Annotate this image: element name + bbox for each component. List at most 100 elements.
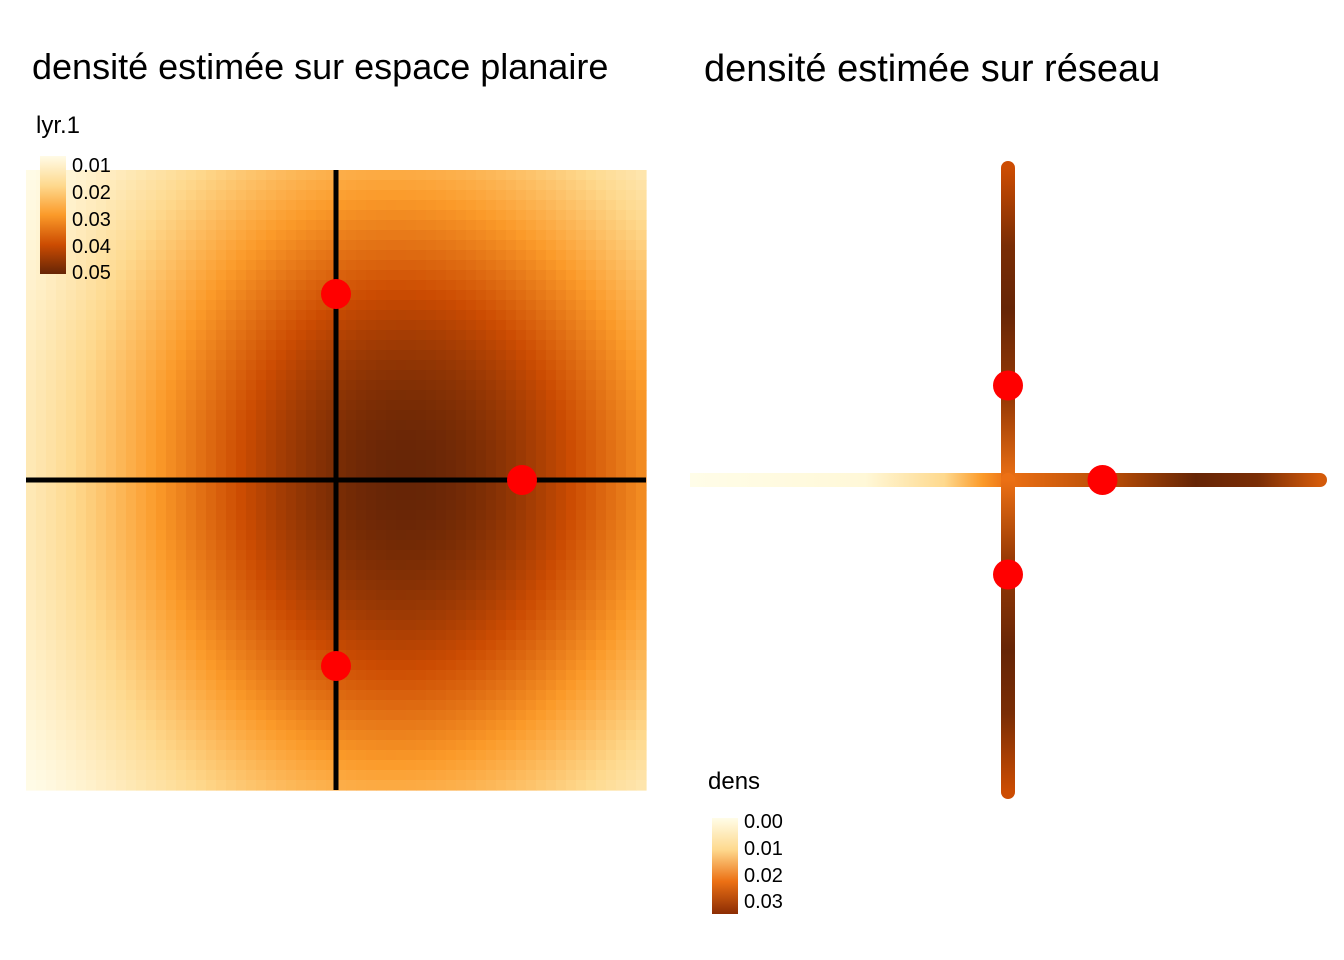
density-cell <box>446 680 457 691</box>
density-cell <box>66 280 77 291</box>
density-cell <box>486 470 497 481</box>
density-cell <box>276 470 287 481</box>
density-cell <box>126 580 137 591</box>
density-cell <box>136 750 147 761</box>
density-cell <box>116 550 127 561</box>
density-cell <box>246 640 257 651</box>
density-cell <box>96 490 107 501</box>
density-cell <box>206 670 217 681</box>
density-cell <box>596 750 607 761</box>
density-cell <box>466 330 477 341</box>
density-cell <box>626 250 637 261</box>
density-cell <box>516 360 527 371</box>
density-cell <box>316 730 327 741</box>
density-cell <box>66 300 77 311</box>
density-cell <box>106 290 117 301</box>
density-cell <box>436 750 447 761</box>
density-cell <box>556 720 567 731</box>
density-cell <box>576 720 587 731</box>
density-cell <box>396 760 407 771</box>
density-cell <box>556 320 567 331</box>
density-cell <box>406 640 417 651</box>
density-cell <box>376 520 387 531</box>
density-cell <box>286 300 297 311</box>
density-cell <box>156 550 167 561</box>
density-cell <box>466 610 477 621</box>
density-cell <box>276 330 287 341</box>
density-cell <box>76 570 87 581</box>
density-cell <box>376 510 387 521</box>
density-cell <box>96 470 107 481</box>
density-cell <box>456 210 467 221</box>
density-cell <box>586 350 597 361</box>
density-cell <box>606 710 617 721</box>
density-cell <box>446 200 457 211</box>
density-cell <box>366 520 377 531</box>
density-cell <box>126 650 137 661</box>
density-cell <box>326 430 337 441</box>
density-cell <box>596 460 607 471</box>
density-cell <box>436 570 447 581</box>
density-cell <box>56 690 67 701</box>
density-cell <box>256 440 267 451</box>
density-cell <box>536 350 547 361</box>
density-cell <box>476 560 487 571</box>
density-cell <box>376 620 387 631</box>
density-cell <box>266 340 277 351</box>
density-cell <box>426 780 437 791</box>
density-cell <box>136 730 147 741</box>
density-cell <box>26 310 37 321</box>
density-cell <box>486 290 497 301</box>
density-cell <box>446 290 457 301</box>
density-cell <box>46 640 57 651</box>
density-cell <box>116 330 127 341</box>
density-cell <box>276 280 287 291</box>
density-cell <box>496 690 507 701</box>
density-cell <box>516 380 527 391</box>
density-cell <box>96 210 107 221</box>
density-cell <box>276 170 287 181</box>
density-cell <box>596 260 607 271</box>
density-cell <box>206 170 217 181</box>
density-cell <box>456 730 467 741</box>
density-cell <box>506 310 517 321</box>
density-cell <box>46 670 57 681</box>
density-cell <box>456 190 467 201</box>
density-cell <box>96 640 107 651</box>
density-cell <box>266 510 277 521</box>
density-cell <box>536 470 547 481</box>
density-cell <box>316 610 327 621</box>
density-cell <box>276 670 287 681</box>
density-cell <box>606 720 617 731</box>
density-cell <box>246 510 257 521</box>
density-cell <box>616 230 627 241</box>
density-cell <box>536 680 547 691</box>
density-cell <box>206 320 217 331</box>
density-cell <box>446 180 457 191</box>
density-cell <box>216 750 227 761</box>
density-cell <box>196 720 207 731</box>
density-cell <box>496 200 507 211</box>
density-cell <box>66 780 77 791</box>
density-cell <box>216 780 227 791</box>
density-cell <box>156 300 167 311</box>
density-cell <box>226 740 237 751</box>
density-cell <box>606 520 617 531</box>
density-cell <box>376 230 387 241</box>
density-cell <box>606 560 617 571</box>
density-cell <box>626 690 637 701</box>
density-cell <box>216 630 227 641</box>
density-cell <box>436 350 447 361</box>
density-cell <box>106 230 117 241</box>
density-cell <box>46 390 57 401</box>
density-cell <box>506 690 517 701</box>
density-cell <box>606 190 617 201</box>
density-cell <box>336 170 347 181</box>
density-cell <box>456 690 467 701</box>
density-cell <box>86 380 97 391</box>
density-cell <box>66 230 77 241</box>
density-cell <box>516 310 527 321</box>
density-cell <box>616 260 627 271</box>
density-cell <box>126 330 137 341</box>
density-cell <box>326 620 337 631</box>
